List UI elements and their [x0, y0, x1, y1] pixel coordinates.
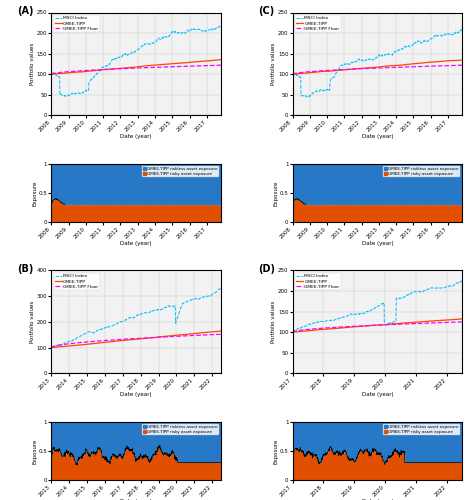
Legend: MSCI Index, GMEE-TIPP, GMEE-TIPP Floor: MSCI Index, GMEE-TIPP, GMEE-TIPP Floor	[54, 14, 100, 32]
X-axis label: Date (year): Date (year)	[361, 241, 393, 246]
Y-axis label: Portfolio values: Portfolio values	[30, 301, 35, 343]
Y-axis label: Portfolio values: Portfolio values	[30, 43, 35, 85]
Y-axis label: Exposure: Exposure	[273, 180, 278, 206]
X-axis label: Date (year): Date (year)	[361, 134, 393, 140]
Legend: GMEE-TIPP riskless asset exposure, GMEE-TIPP risky asset exposure: GMEE-TIPP riskless asset exposure, GMEE-…	[383, 424, 460, 435]
Text: (B): (B)	[17, 264, 34, 274]
Text: (A): (A)	[17, 6, 34, 16]
Y-axis label: Portfolio values: Portfolio values	[271, 43, 276, 85]
Legend: MSCI Index, GMEE-TIPP, GMEE-TIPP Floor: MSCI Index, GMEE-TIPP, GMEE-TIPP Floor	[295, 14, 341, 32]
Y-axis label: Exposure: Exposure	[273, 438, 278, 464]
Legend: GMEE-TIPP riskless asset exposure, GMEE-TIPP risky asset exposure: GMEE-TIPP riskless asset exposure, GMEE-…	[142, 166, 219, 177]
X-axis label: Date (year): Date (year)	[361, 499, 393, 500]
X-axis label: Date (year): Date (year)	[361, 392, 393, 398]
Text: (C): (C)	[259, 6, 275, 16]
Legend: MSCI Index, GMEE-TIPP, GMEE-TIPP Floor: MSCI Index, GMEE-TIPP, GMEE-TIPP Floor	[295, 272, 341, 290]
Y-axis label: Portfolio values: Portfolio values	[271, 301, 276, 343]
Y-axis label: Exposure: Exposure	[32, 180, 37, 206]
Legend: MSCI Index, GMEE-TIPP, GMEE-TIPP Floor: MSCI Index, GMEE-TIPP, GMEE-TIPP Floor	[54, 272, 100, 290]
X-axis label: Date (year): Date (year)	[120, 241, 152, 246]
Text: (D): (D)	[259, 264, 276, 274]
Y-axis label: Exposure: Exposure	[32, 438, 37, 464]
Legend: GMEE-TIPP riskless asset exposure, GMEE-TIPP risky asset exposure: GMEE-TIPP riskless asset exposure, GMEE-…	[383, 166, 460, 177]
X-axis label: Date (year): Date (year)	[120, 392, 152, 398]
Legend: GMEE-TIPP riskless asset exposure, GMEE-TIPP risky asset exposure: GMEE-TIPP riskless asset exposure, GMEE-…	[142, 424, 219, 435]
X-axis label: Date (year): Date (year)	[120, 134, 152, 140]
X-axis label: Date (year): Date (year)	[120, 499, 152, 500]
